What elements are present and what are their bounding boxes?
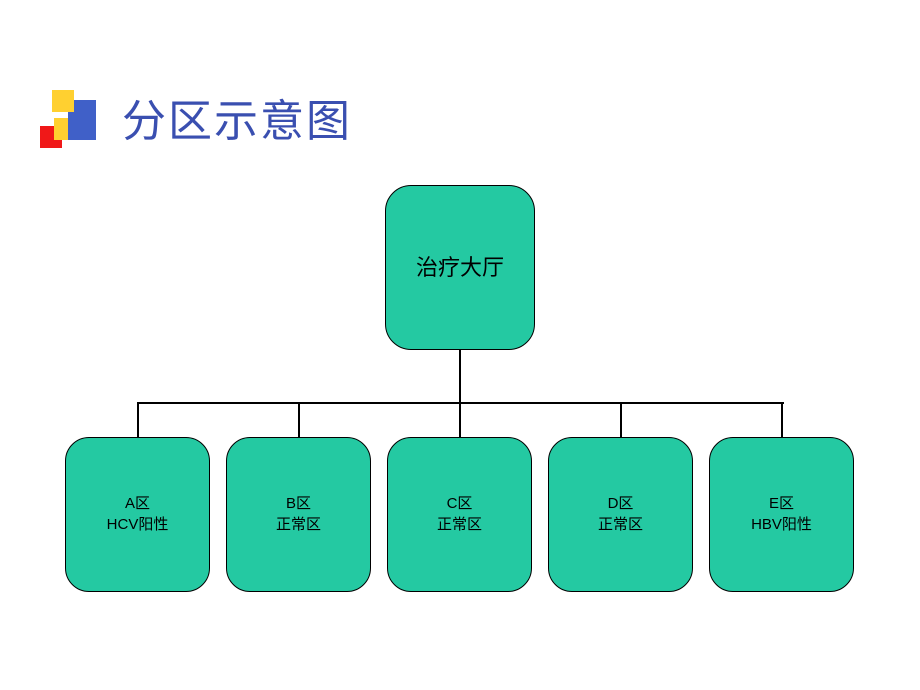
child-node-c: C区正常区 xyxy=(387,437,532,592)
connector-drop xyxy=(620,402,622,437)
child-label-line1: B区 xyxy=(286,494,311,514)
child-label-line2: 正常区 xyxy=(276,515,321,535)
child-label-line2: 正常区 xyxy=(598,515,643,535)
slide-title-area: 分区示意图 xyxy=(40,82,352,152)
decor-square xyxy=(52,90,74,112)
connector-trunk xyxy=(459,350,461,402)
child-node-e: E区HBV阳性 xyxy=(709,437,854,592)
root-node: 治疗大厅 xyxy=(385,185,535,350)
child-label-line2: HBV阳性 xyxy=(751,515,812,535)
slide-title: 分区示意图 xyxy=(122,85,352,149)
child-node-a: A区HCV阳性 xyxy=(65,437,210,592)
connector-drop xyxy=(459,402,461,437)
root-label: 治疗大厅 xyxy=(416,253,504,283)
child-label-line2: 正常区 xyxy=(437,515,482,535)
child-node-d: D区正常区 xyxy=(548,437,693,592)
child-label-line1: A区 xyxy=(125,494,150,514)
connector-drop xyxy=(298,402,300,437)
title-decor xyxy=(40,82,100,152)
connector-drop xyxy=(137,402,139,437)
child-node-b: B区正常区 xyxy=(226,437,371,592)
child-label-line1: D区 xyxy=(608,494,634,514)
child-label-line1: E区 xyxy=(769,494,794,514)
child-label-line2: HCV阳性 xyxy=(107,515,169,535)
child-label-line1: C区 xyxy=(447,494,473,514)
org-chart: 治疗大厅A区HCV阳性B区正常区C区正常区D区正常区E区HBV阳性 xyxy=(0,185,920,645)
connector-drop xyxy=(781,402,783,437)
